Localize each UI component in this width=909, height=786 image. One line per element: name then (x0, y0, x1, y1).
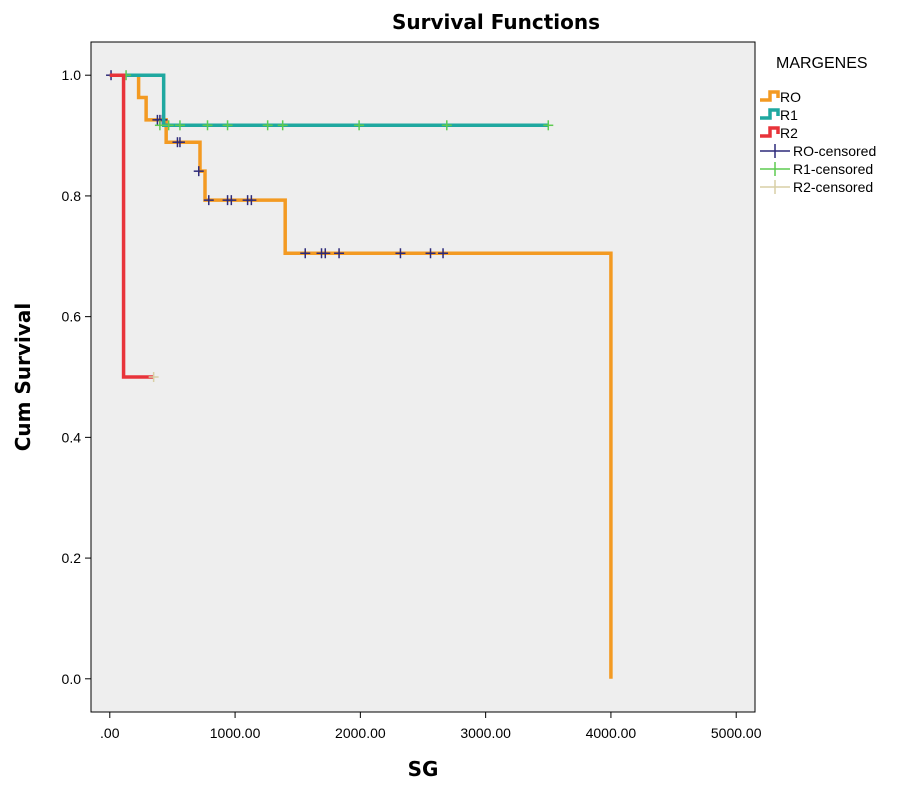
legend-label-ro: RO (780, 89, 801, 105)
legend-item-r1: R1 (760, 107, 798, 123)
censored-marks-r2 (148, 372, 159, 382)
censored-point-ro (226, 195, 237, 206)
legend-label-r2: R2 (780, 125, 798, 141)
y-tick-label: 1.0 (62, 67, 82, 83)
x-axis: .00 1000.00 2000.00 3000.00 4000.00 5000.00 (100, 712, 762, 741)
series-line-r2 (109, 73, 154, 379)
series-line-ro (109, 73, 613, 679)
censored-point-r1 (174, 120, 185, 131)
censored-point-ro (246, 195, 257, 206)
censored-point-r1 (163, 120, 174, 131)
censored-point-r1 (222, 120, 233, 131)
legend-item-ro-censored: RO-censored (760, 143, 876, 159)
censored-point-r1 (262, 120, 273, 131)
censored-point-ro (395, 248, 406, 259)
y-tick-label: 0.6 (62, 309, 82, 325)
legend-label-ro-censored: RO-censored (793, 143, 876, 159)
censored-point-ro (425, 248, 436, 259)
y-tick-label: 0.2 (62, 550, 82, 566)
legend-label-r1-censored: R1-censored (793, 161, 873, 177)
x-tick-label: 1000.00 (210, 725, 261, 741)
censored-point-ro (334, 248, 345, 259)
legend-swatch-ro (760, 90, 780, 102)
y-tick-label: 0.4 (62, 429, 82, 445)
censored-marks-r1 (121, 70, 554, 131)
censored-point-r2 (148, 372, 159, 382)
x-axis-title: SG (408, 757, 439, 781)
censored-point-r1 (154, 120, 165, 131)
censored-point-ro (193, 166, 204, 177)
censored-point-ro (174, 137, 185, 148)
legend-swatch-r1 (760, 108, 780, 120)
legend-item-r2-censored: R2-censored (760, 179, 873, 195)
series-layer (106, 70, 613, 679)
censored-point-ro (320, 248, 331, 259)
legend-item-ro: RO (760, 89, 801, 105)
censored-point-r1 (354, 120, 365, 131)
legend-label-r2-censored: R2-censored (793, 179, 873, 195)
x-tick-label: 4000.00 (586, 725, 637, 741)
y-tick-label: 0.8 (62, 188, 82, 204)
censored-point-ro (300, 248, 311, 259)
censored-point-r1 (277, 120, 288, 131)
legend: MARGENES RO R1 R2 RO-censored R1-censored R2-… (760, 55, 876, 195)
censored-point-r1 (202, 120, 213, 131)
legend-swatch-r2 (760, 126, 780, 138)
censored-point-r1 (543, 120, 554, 131)
censored-point-r1 (441, 120, 452, 131)
censored-point-ro (203, 195, 214, 206)
legend-item-r2: R2 (760, 125, 798, 141)
legend-item-r1-censored: R1-censored (760, 161, 873, 177)
y-tick-label: 0.0 (62, 671, 82, 687)
censored-point-ro (438, 248, 449, 259)
chart-title: Survival Functions (392, 10, 600, 34)
x-tick-label: 5000.00 (711, 725, 762, 741)
x-tick-label: 3000.00 (460, 725, 511, 741)
x-tick-label: .00 (100, 725, 120, 741)
x-tick-label: 2000.00 (335, 725, 386, 741)
legend-title: MARGENES (776, 55, 868, 72)
legend-label-r1: R1 (780, 107, 798, 123)
y-axis-title: Cum Survival (11, 303, 35, 452)
y-axis: 0.0 0.2 0.4 0.6 0.8 1.0 (62, 67, 91, 687)
